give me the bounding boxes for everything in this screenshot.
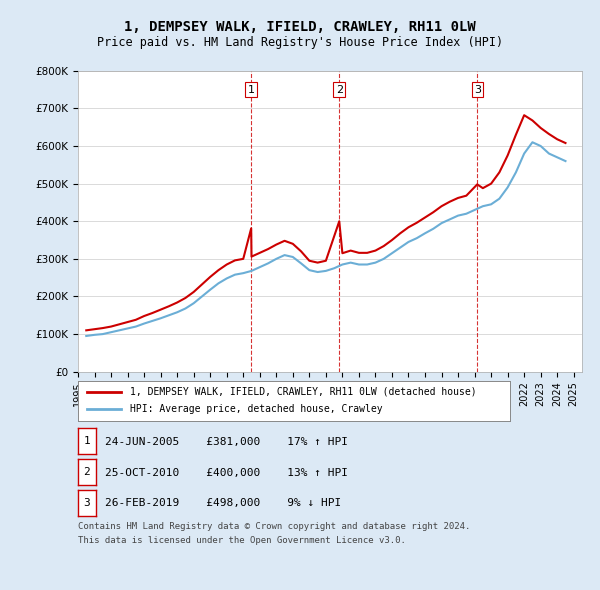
- Text: 24-JUN-2005    £381,000    17% ↑ HPI: 24-JUN-2005 £381,000 17% ↑ HPI: [105, 437, 348, 447]
- Text: 1: 1: [83, 436, 91, 446]
- Text: 1: 1: [248, 84, 254, 94]
- Text: 26-FEB-2019    £498,000    9% ↓ HPI: 26-FEB-2019 £498,000 9% ↓ HPI: [105, 499, 341, 509]
- Text: 2: 2: [335, 84, 343, 94]
- Text: Contains HM Land Registry data © Crown copyright and database right 2024.: Contains HM Land Registry data © Crown c…: [78, 522, 470, 530]
- Text: 3: 3: [83, 497, 91, 507]
- Text: 25-OCT-2010    £400,000    13% ↑ HPI: 25-OCT-2010 £400,000 13% ↑ HPI: [105, 468, 348, 478]
- Text: HPI: Average price, detached house, Crawley: HPI: Average price, detached house, Craw…: [130, 404, 382, 414]
- Text: 1, DEMPSEY WALK, IFIELD, CRAWLEY, RH11 0LW (detached house): 1, DEMPSEY WALK, IFIELD, CRAWLEY, RH11 0…: [130, 387, 476, 397]
- Text: 3: 3: [474, 84, 481, 94]
- Text: 1, DEMPSEY WALK, IFIELD, CRAWLEY, RH11 0LW: 1, DEMPSEY WALK, IFIELD, CRAWLEY, RH11 0…: [124, 19, 476, 34]
- Text: This data is licensed under the Open Government Licence v3.0.: This data is licensed under the Open Gov…: [78, 536, 406, 545]
- Text: 2: 2: [83, 467, 91, 477]
- Text: Price paid vs. HM Land Registry's House Price Index (HPI): Price paid vs. HM Land Registry's House …: [97, 36, 503, 49]
